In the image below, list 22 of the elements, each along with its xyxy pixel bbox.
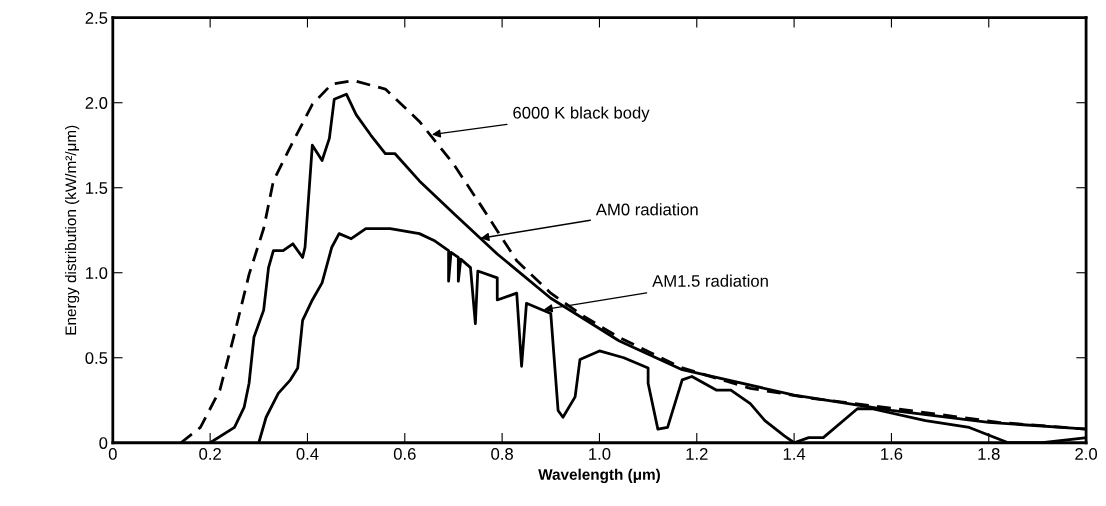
- x-tick-label: 1.8: [978, 448, 1000, 460]
- annotation: AM1.5 radiation: [652, 274, 768, 287]
- x-tick-label: 1.0: [589, 448, 611, 460]
- y-tick-label: 0.5: [85, 352, 108, 364]
- x-tick-label: 2.0: [1075, 448, 1098, 460]
- y-tick-label: 2.0: [85, 97, 108, 109]
- x-tick-label: 1.6: [881, 448, 903, 460]
- y-axis-title: Energy distribution (kW/m²/μm): [64, 125, 80, 335]
- x-tick-label: 0.2: [199, 448, 221, 460]
- x-tick-label: 0.4: [296, 448, 319, 460]
- x-tick-label: 0.8: [491, 448, 513, 460]
- y-tick-label: 2.5: [85, 12, 108, 24]
- y-tick-label: 1.0: [86, 267, 108, 279]
- annotation: AM0 radiation: [595, 203, 698, 216]
- x-tick-label: 1.4: [783, 448, 806, 460]
- x-tick-label: 1.2: [686, 448, 708, 460]
- y-tick-label: 1.5: [86, 182, 108, 194]
- x-tick-label: 0: [108, 448, 117, 460]
- y-tick-label: 0: [99, 437, 108, 449]
- x-axis-title: Wavelength (μm): [538, 468, 660, 484]
- annotation: 6000 K black body: [513, 106, 650, 122]
- x-tick-label: 0.6: [393, 448, 416, 460]
